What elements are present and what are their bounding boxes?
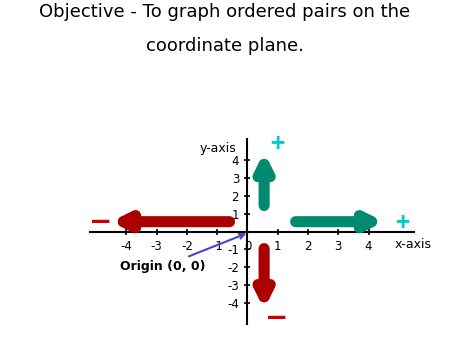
Text: y-axis: y-axis: [200, 142, 237, 155]
Text: −: −: [89, 208, 112, 236]
Text: −: −: [265, 304, 288, 332]
Text: +: +: [395, 210, 409, 234]
Text: Objective - To graph ordered pairs on the: Objective - To graph ordered pairs on th…: [40, 3, 410, 21]
Text: coordinate plane.: coordinate plane.: [146, 37, 304, 55]
Text: +: +: [270, 131, 285, 155]
Text: x-axis: x-axis: [394, 238, 431, 251]
Text: Origin (0, 0): Origin (0, 0): [120, 234, 244, 273]
